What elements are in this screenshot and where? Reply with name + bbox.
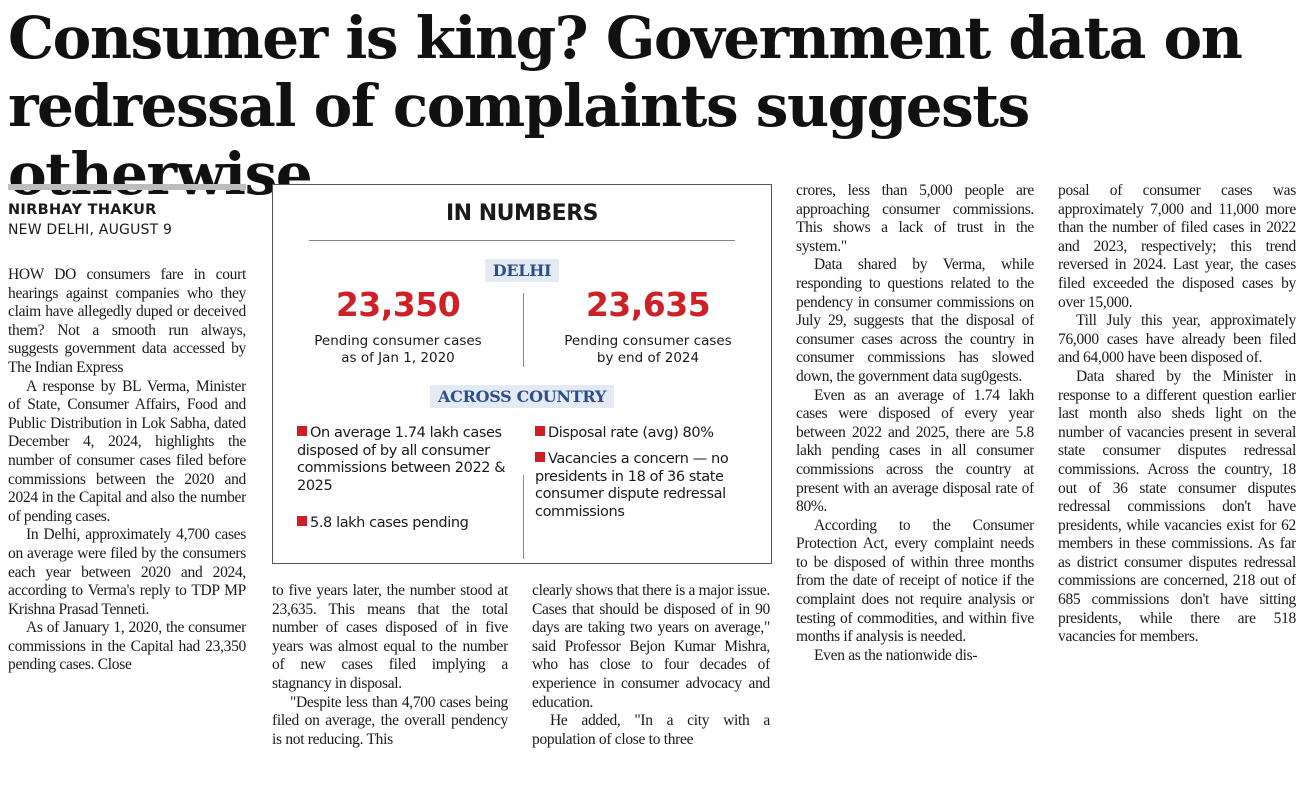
bullet-square-icon [535,426,545,436]
caption-line: Pending consumer cases [564,333,732,349]
bullet-square-icon [297,516,307,526]
bullet-disposal-rate: Disposal rate (avg) 80% [535,425,751,443]
bullet-pending: 5.8 lakh cases pending [297,515,513,533]
stat-pending-2020: 23,350 [335,285,461,324]
caption-line: as of Jan 1, 2020 [341,350,455,366]
byline-rule [8,184,246,190]
byline-dateline: NEW DELHI, AUGUST 9 [8,222,173,238]
caption-line: Pending consumer cases [314,333,482,349]
byline-author: NIRBHAY THAKUR [8,202,157,218]
bullet-text: 5.8 lakh cases pending [310,515,469,531]
bullet-square-icon [297,426,307,436]
paragraph: As of January 1, 2020, the consumer comm… [8,619,246,674]
article-column-5: posal of consumer cases was approximatel… [1058,182,1296,796]
paragraph: to five years later, the number stood at… [272,582,508,692]
article-column-2: to five years later, the number stood at… [272,582,508,796]
bullet-vacancies: Vacancies a concern — no presidents in 1… [535,451,757,521]
country-label: ACROSS COUNTRY [273,385,771,408]
article-column-1: HOW DO consumers fare in court hearings … [8,266,246,796]
paragraph: According to the Consumer Protection Act… [796,516,1034,646]
paragraph: Data shared by the Minister in response … [1058,367,1296,646]
caption-line: by end of 2024 [596,350,700,366]
paragraph: crores, less than 5,000 people are appro… [796,182,1034,255]
paragraph: clearly shows that there is a major issu… [532,582,770,711]
bullet-square-icon [535,452,545,462]
paragraph: Data shared by Verma, while responding t… [796,256,1034,385]
stat-caption-2020: Pending consumer cases as of Jan 1, 2020 [283,333,513,367]
paragraph: Even as the nationwide dis- [814,646,978,664]
stat-pending-2024: 23,635 [585,285,711,324]
paragraph: A response by BL Verma, Minister of Stat… [8,377,246,525]
paragraph: posal of consumer cases was approximatel… [1058,182,1296,311]
paragraph: Till July this year, approximately 76,00… [1058,312,1296,367]
stat-divider [523,293,524,367]
paragraph: He added, "In a city with a population o… [532,712,770,748]
headline: Consumer is king? Government data on red… [8,4,1243,208]
paragraph: "Despite less than 4,700 cases being fil… [272,693,508,748]
country-label-text: ACROSS COUNTRY [430,385,614,408]
bullet-text: Disposal rate (avg) 80% [548,425,714,441]
paragraph: HOW DO consumers fare in court hearings … [8,266,246,376]
box-title: IN NUMBERS [445,201,599,226]
stat-caption-2024: Pending consumer cases by end of 2024 [533,333,763,367]
article-column-3: clearly shows that there is a major issu… [532,582,770,796]
paragraph: In Delhi, approximately 4,700 cases on a… [8,526,246,618]
delhi-label-text: DELHI [484,259,560,282]
in-numbers-box: IN NUMBERS DELHI 23,350 Pending consumer… [272,184,772,564]
bullet-divider [523,475,524,559]
delhi-label: DELHI [273,259,771,282]
article-column-4: crores, less than 5,000 people are appro… [796,182,1034,796]
box-divider [309,240,735,241]
paragraph: Even as an average of 1.74 lakh cases we… [796,386,1034,516]
bullet-text: Vacancies a concern — no presidents in 1… [535,451,729,520]
bullet-avg-disposed: On average 1.74 lakh cases disposed of b… [297,425,513,495]
bullet-text: On average 1.74 lakh cases disposed of b… [297,425,506,494]
